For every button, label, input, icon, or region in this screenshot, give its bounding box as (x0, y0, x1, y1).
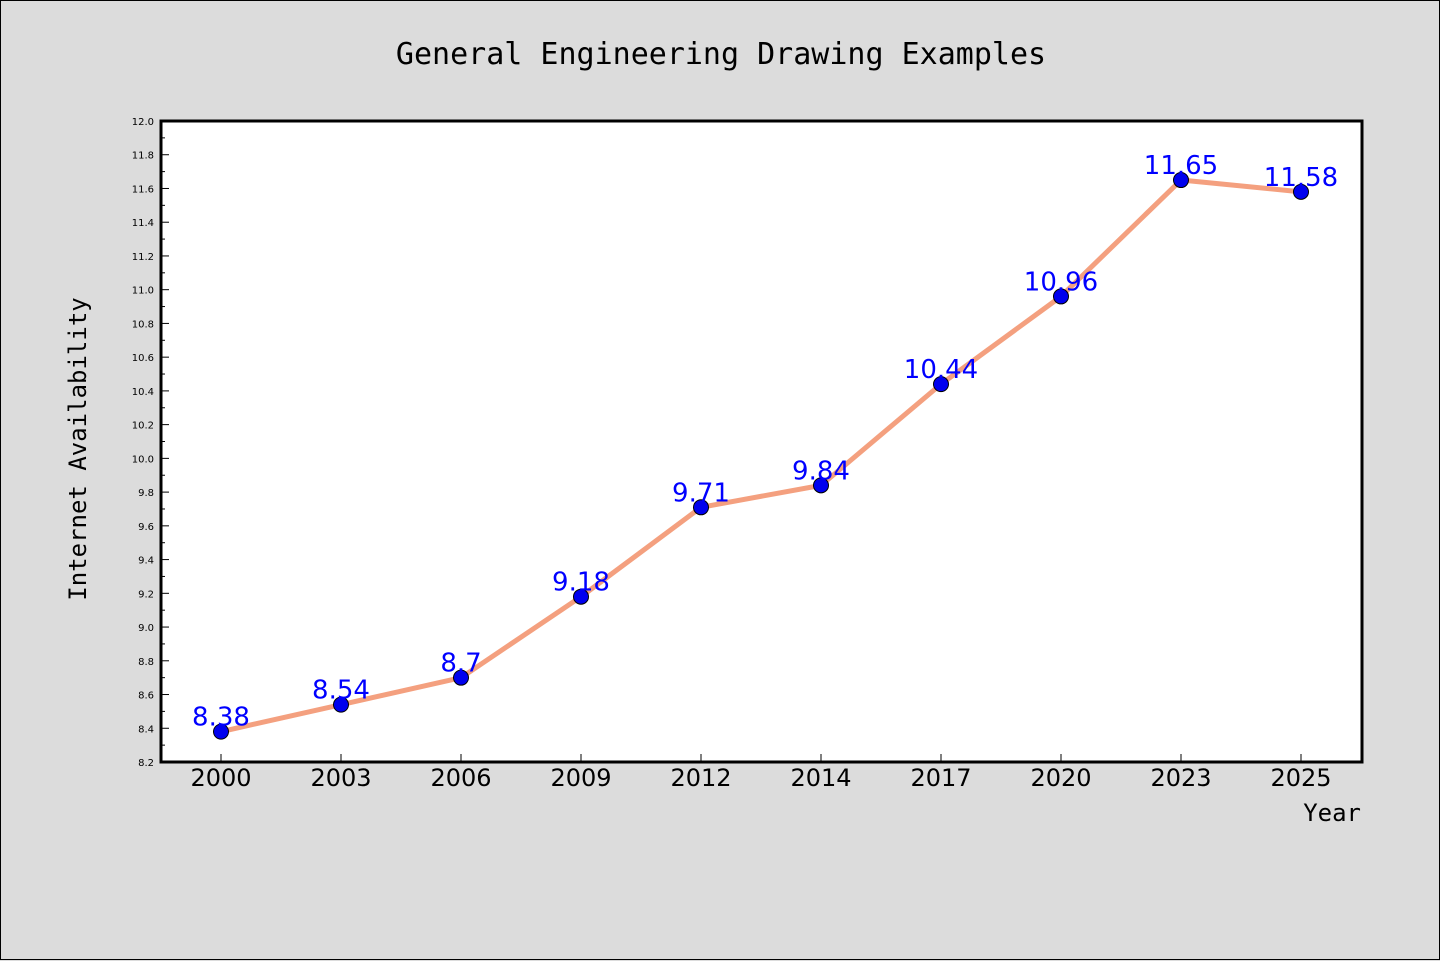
data-label: 8.54 (312, 676, 370, 706)
x-tick-label: 2014 (790, 764, 851, 792)
y-tick-label: 9.4 (138, 556, 154, 567)
y-tick-label: 11.4 (132, 218, 154, 229)
y-tick-label: 10.4 (132, 387, 154, 398)
data-point (1173, 172, 1189, 189)
y-tick-label: 9.2 (138, 589, 154, 600)
x-axis-title: Year (1303, 799, 1361, 827)
x-tick-label: 2000 (190, 764, 251, 792)
plot-area (159, 119, 1364, 764)
y-axis: 8.2 8.4 8.6 8.8 9.0 9.2 9.4 9.6 9.8 10.0 10.2 10.4 1… (132, 117, 169, 769)
data-point (453, 669, 469, 686)
data-point (1053, 288, 1069, 305)
y-axis-title: Internet Availability (64, 297, 92, 600)
x-tick-label: 2009 (550, 764, 611, 792)
data-point (573, 588, 589, 605)
x-tick-label: 2006 (430, 764, 491, 792)
y-tick-label: 8.2 (138, 758, 154, 769)
chart-title: General Engineering Drawing Examples (396, 37, 1046, 72)
y-tick-label: 9.6 (138, 522, 154, 533)
data-label: 8.7 (440, 649, 481, 679)
data-label: 11.65 (1144, 151, 1218, 181)
series-group: 8.38 8.54 8.7 9.18 9.71 9.84 10.44 10.96 11.65 11… (192, 151, 1338, 740)
y-tick-label: 9.8 (138, 488, 154, 499)
y-tick-label: 10.8 (132, 319, 154, 330)
x-tick-label: 2003 (310, 764, 371, 792)
data-label: 9.84 (792, 456, 850, 486)
y-tick-label: 8.4 (138, 724, 154, 735)
y-tick-label: 8.6 (138, 691, 154, 702)
y-tick-label: 11.6 (132, 184, 154, 195)
y-tick-label: 11.2 (132, 252, 154, 263)
y-tick-label: 12.0 (132, 117, 154, 128)
x-axis: 2000 2003 2006 2009 2012 2014 2017 2020 2023 2025 (190, 754, 1332, 792)
data-label: 9.71 (672, 478, 730, 508)
data-point (213, 723, 229, 740)
series-line (218, 177, 1304, 735)
data-point (693, 499, 709, 516)
x-tick-label: 2017 (910, 764, 971, 792)
data-label: 9.18 (552, 568, 610, 598)
data-label: 10.44 (904, 355, 978, 385)
data-label: 11.58 (1264, 163, 1338, 193)
y-tick-label: 11.8 (132, 151, 154, 162)
y-tick-label: 11.0 (132, 286, 154, 297)
data-point (333, 696, 349, 713)
x-tick-label: 2020 (1030, 764, 1091, 792)
data-point (1293, 183, 1309, 200)
y-tick-label: 9.0 (138, 623, 154, 634)
data-point (813, 477, 829, 494)
data-point (933, 376, 949, 393)
y-tick-label: 10.2 (132, 421, 154, 432)
x-tick-label: 2025 (1270, 764, 1331, 792)
y-tick-label: 8.8 (138, 657, 154, 668)
x-tick-label: 2012 (670, 764, 731, 792)
y-tick-label: 10.6 (132, 353, 154, 364)
data-label: 10.96 (1024, 267, 1098, 297)
data-label: 8.38 (192, 703, 250, 733)
x-tick-label: 2023 (1150, 764, 1211, 792)
y-tick-label: 10.0 (132, 454, 154, 465)
